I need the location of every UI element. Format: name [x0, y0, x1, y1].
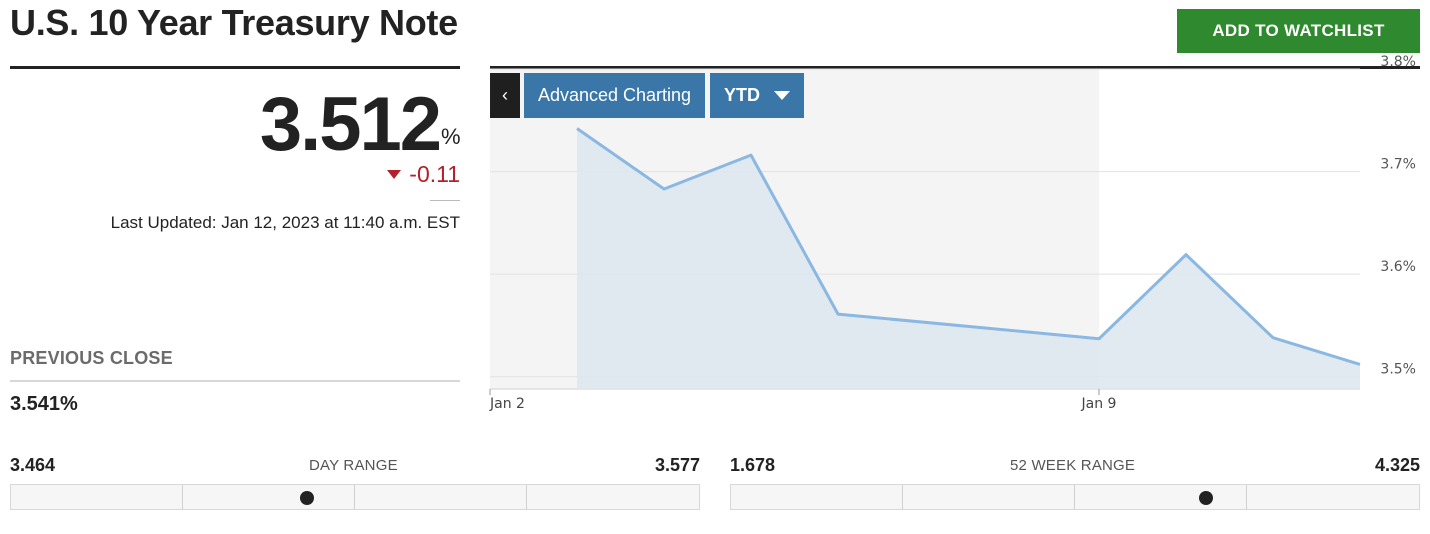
day-range-label: DAY RANGE: [309, 457, 398, 474]
week52-range: 1.678 52 WEEK RANGE 4.325: [730, 455, 1420, 479]
period-dropdown-label: YTD: [724, 85, 760, 105]
page-title: U.S. 10 Year Treasury Note: [10, 2, 458, 43]
change-divider: [430, 200, 460, 201]
week52-range-marker: [1198, 491, 1213, 505]
chart-divider: [490, 66, 1420, 69]
y-tick-label: 3.7%: [1380, 157, 1416, 173]
week52-range-high: 4.325: [1374, 455, 1420, 475]
chevron-down-icon: [774, 91, 790, 100]
period-dropdown[interactable]: YTD: [710, 73, 804, 118]
week52-range-low: 1.678: [730, 455, 776, 475]
day-range-marker: [299, 491, 314, 505]
quote-unit: %: [441, 124, 461, 149]
previous-close-divider: [10, 380, 460, 382]
previous-close-value: 3.541%: [10, 393, 78, 415]
y-tick-label: 3.8%: [1380, 54, 1416, 70]
range-segment: [354, 485, 355, 509]
day-range-bar: [10, 484, 700, 510]
day-range-low: 3.464: [10, 455, 56, 475]
quote-change-value: -0.11: [409, 160, 460, 187]
chart-back-button[interactable]: ‹: [490, 73, 520, 118]
down-arrow-icon: [387, 169, 402, 179]
y-tick-label: 3.6%: [1380, 259, 1416, 275]
day-range-high: 3.577: [654, 455, 700, 475]
advanced-charting-button[interactable]: Advanced Charting: [524, 73, 705, 118]
last-updated: Last Updated: Jan 12, 2023 at 11:40 a.m.…: [110, 213, 460, 232]
series-area: [577, 128, 1360, 389]
range-segment: [1246, 485, 1247, 509]
x-tick-label: Jan 9: [1081, 396, 1117, 412]
week52-range-bar: [730, 484, 1420, 510]
range-segment: [182, 485, 183, 509]
range-segment: [902, 485, 903, 509]
quote-price: 3.512: [259, 82, 442, 167]
quote-divider: [10, 66, 460, 69]
range-segment: [526, 485, 527, 509]
previous-close-label: PREVIOUS CLOSE: [10, 348, 173, 368]
range-segment: [1074, 485, 1075, 509]
x-tick-label: Jan 2: [489, 396, 525, 412]
y-tick-label: 3.5%: [1380, 362, 1416, 378]
day-range: 3.464 DAY RANGE 3.577: [10, 455, 700, 479]
series-line: [576, 127, 1361, 366]
week52-range-label: 52 WEEK RANGE: [1010, 457, 1136, 474]
quote-change: -0.11: [387, 160, 460, 188]
add-to-watchlist-button[interactable]: ADD TO WATCHLIST: [1177, 9, 1420, 53]
